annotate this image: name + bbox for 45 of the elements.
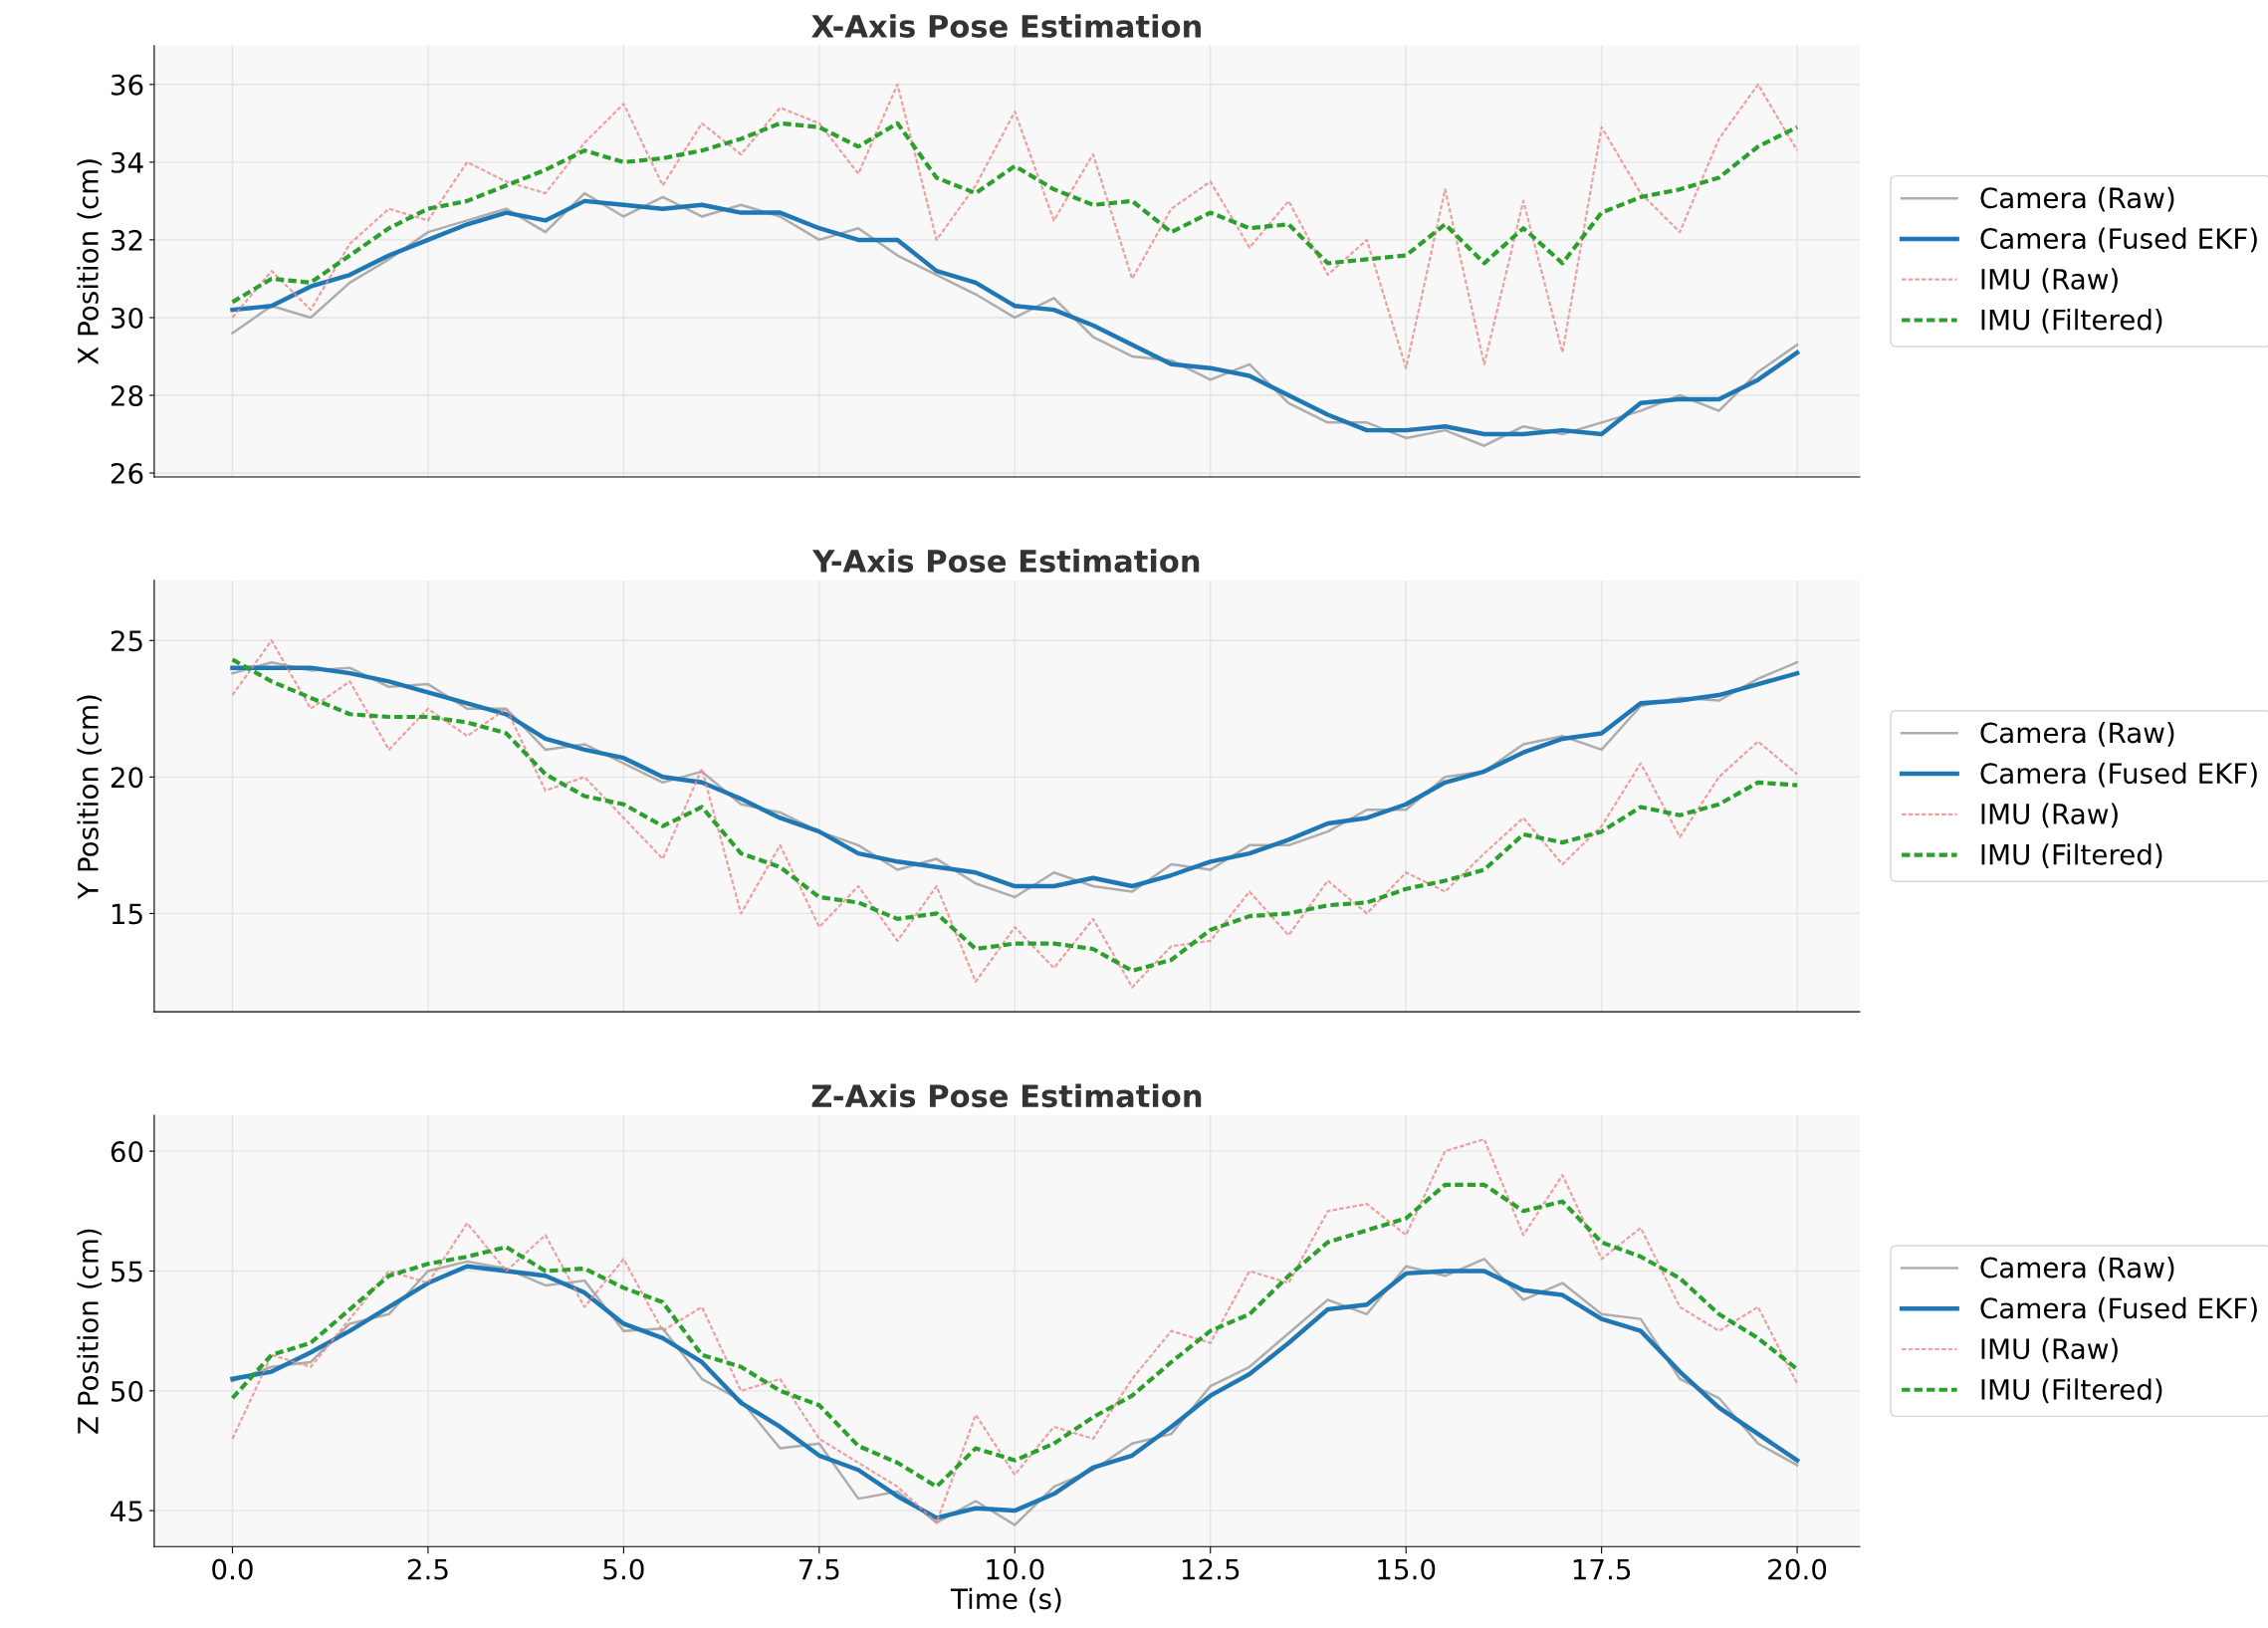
line-series: [231, 1138, 1799, 1524]
x-axis-title: Time (s): [950, 1587, 1061, 1613]
x-tick-label: 5.0: [603, 1558, 644, 1580]
legend-label: IMU (Raw): [1981, 803, 2118, 828]
legend-label: Camera (Fused EKF): [1980, 1296, 2257, 1322]
y-axis-title: Y Position (cm): [77, 695, 103, 899]
y-axis-title: X Position (cm): [77, 159, 103, 364]
line-series: [230, 120, 1800, 305]
x-tick-label: 10.0: [987, 1558, 1044, 1580]
chart-title: Y-Axis Pose Estimation: [811, 549, 1200, 574]
line-series: [231, 83, 1799, 369]
line-series: [230, 1182, 1800, 1490]
y-tick-label: 36: [111, 74, 143, 96]
legend-label: IMU (Raw): [1981, 1337, 2118, 1363]
legend-label: IMU (Filtered): [1981, 1378, 2162, 1404]
legend-label: IMU (Filtered): [1981, 843, 2162, 868]
y-tick-label: 28: [111, 384, 143, 406]
legend-label: IMU (Filtered): [1981, 309, 2162, 334]
x-tick-label: 12.5: [1182, 1558, 1240, 1580]
x-tick-label: 0.0: [212, 1558, 253, 1580]
x-tick-label: 2.5: [407, 1558, 448, 1580]
y-tick-label: 32: [111, 229, 142, 251]
legend-label: Camera (Raw): [1980, 721, 2174, 747]
y-tick-label: 34: [111, 151, 143, 173]
legend-label: Camera (Fused EKF): [1980, 227, 2257, 253]
chart-title: X-Axis Pose Estimation: [811, 14, 1201, 38]
y-tick-label: 45: [111, 1501, 142, 1522]
y-tick-label: 26: [111, 463, 143, 485]
x-tick-label: 15.0: [1378, 1558, 1436, 1580]
y-axis-title: Z Position (cm): [77, 1229, 103, 1434]
x-tick-label: 7.5: [799, 1558, 839, 1580]
y-tick-label: 50: [111, 1380, 143, 1402]
legend-label: Camera (Raw): [1980, 186, 2174, 212]
legend-label: Camera (Fused EKF): [1980, 762, 2257, 788]
y-tick-label: 55: [111, 1261, 142, 1282]
y-tick-label: 25: [111, 630, 142, 652]
legend-label: Camera (Raw): [1980, 1257, 2174, 1281]
legend-label: IMU (Raw): [1981, 268, 2118, 294]
y-tick-label: 20: [111, 767, 143, 789]
x-tick-label: 20.0: [1768, 1558, 1827, 1580]
y-tick-label: 30: [111, 307, 143, 329]
x-tick-label: 17.5: [1573, 1558, 1631, 1580]
chart-title: Z-Axis Pose Estimation: [811, 1083, 1202, 1108]
y-tick-label: 15: [112, 903, 142, 925]
y-tick-label: 60: [111, 1141, 143, 1163]
